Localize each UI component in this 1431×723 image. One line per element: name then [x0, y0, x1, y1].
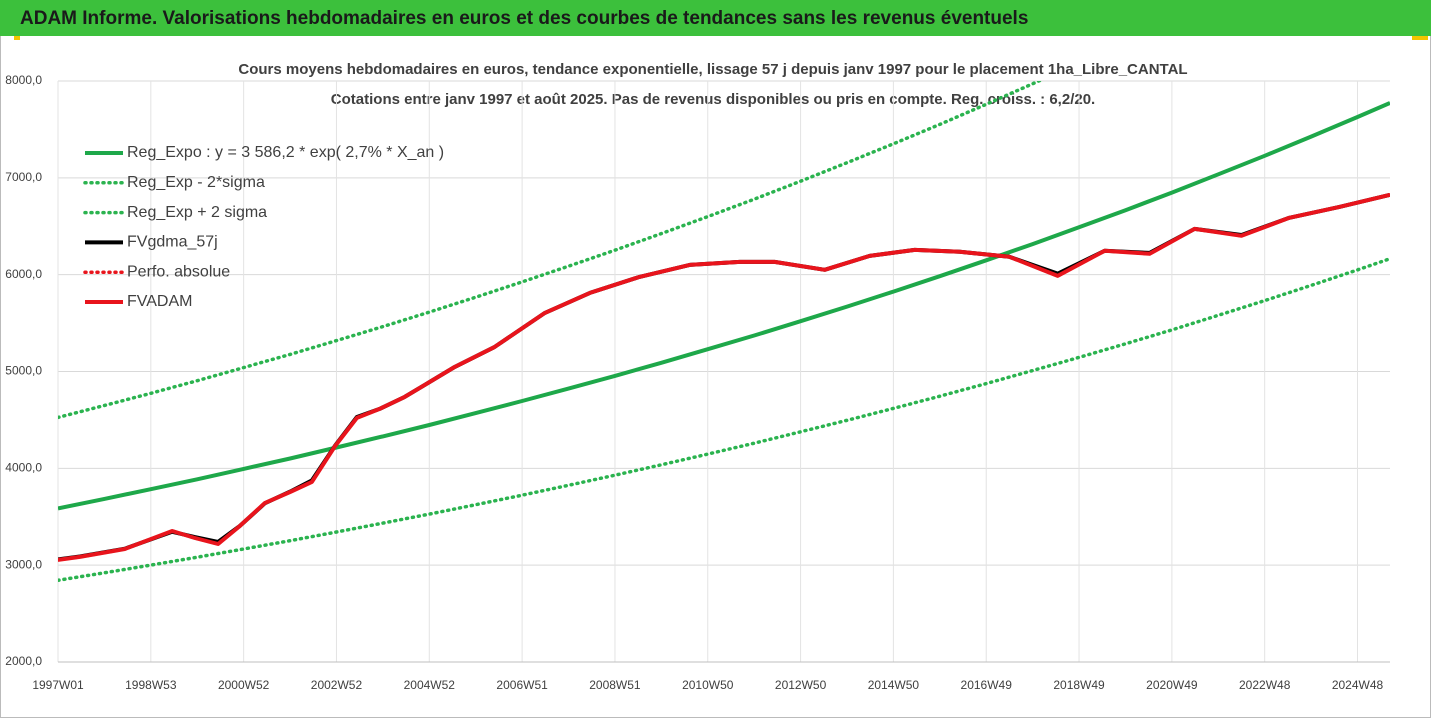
legend-label: FVADAM — [127, 293, 192, 310]
corner — [14, 36, 20, 40]
x-tick-label: 2006W51 — [496, 678, 548, 692]
y-tick-label: 5000,0 — [5, 364, 42, 378]
y-tick-label: 8000,0 — [5, 73, 42, 87]
y-tick-label: 2000,0 — [5, 654, 42, 668]
chart-title: Cours moyens hebdomadaires en euros, ten… — [238, 61, 1187, 78]
series-line — [58, 256, 1390, 583]
chart-subtitle: Cotations entre janv 1997 et août 2025. … — [331, 91, 1095, 108]
x-tick-label: 2002W52 — [311, 678, 363, 692]
x-tick-label: 2008W51 — [589, 678, 641, 692]
header-title: ADAM Informe. Valorisations hebdomadaire… — [20, 8, 1028, 29]
series-line — [58, 101, 1390, 511]
y-tick-label: 7000,0 — [5, 170, 42, 184]
x-tick-label: 2020W49 — [1146, 678, 1198, 692]
x-tick-label: 2000W52 — [218, 678, 270, 692]
header-bar — [0, 0, 1431, 36]
y-tick-label: 3000,0 — [5, 557, 42, 571]
legend-label: FVgdma_57j — [127, 234, 218, 251]
x-tick-label: 1997W01 — [32, 678, 84, 692]
x-tick-label: 2016W49 — [961, 678, 1013, 692]
y-tick-label: 4000,0 — [5, 461, 42, 475]
x-tick-label: 2004W52 — [404, 678, 456, 692]
x-tick-label: 2024W48 — [1332, 678, 1384, 692]
legend-label: Reg_Expo : y = 3 586,2 * exp( 2,7% * X_a… — [127, 144, 444, 161]
x-tick-label: 2022W48 — [1239, 678, 1291, 692]
x-tick-label: 2012W50 — [775, 678, 827, 692]
legend-label: Reg_Exp + 2 sigma — [127, 204, 267, 221]
y-tick-label: 6000,0 — [5, 267, 42, 281]
corner — [1412, 36, 1428, 40]
legend-label: Reg_Exp - 2*sigma — [127, 174, 265, 191]
x-tick-label: 2018W49 — [1053, 678, 1105, 692]
series-line — [58, 192, 1390, 562]
x-tick-label: 2014W50 — [868, 678, 920, 692]
series-line — [58, 81, 1043, 420]
x-tick-label: 1998W53 — [125, 678, 177, 692]
x-tick-label: 2010W50 — [682, 678, 734, 692]
legend-label: Perfo. absolue — [127, 263, 230, 280]
